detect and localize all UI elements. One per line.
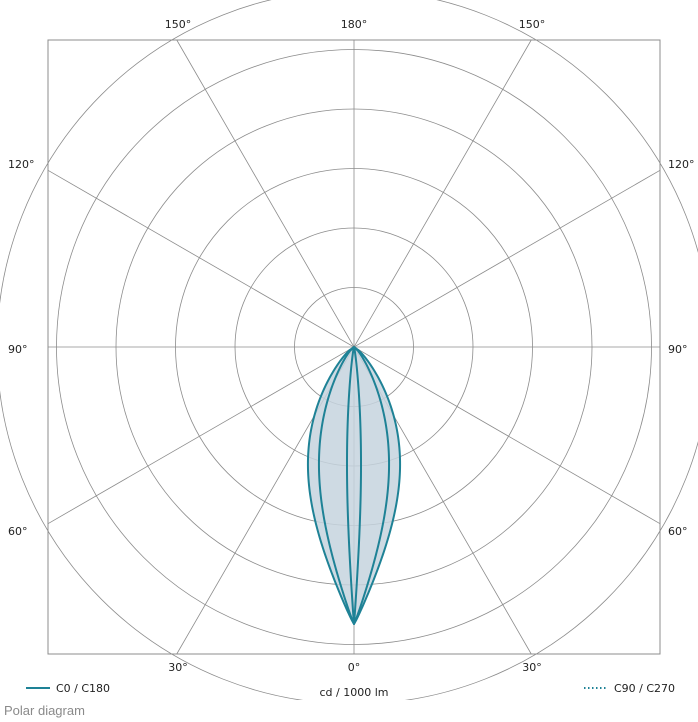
angle-label-bottom-center: 0° — [348, 661, 361, 674]
legend-label-c90-c270: C90 / C270 — [614, 682, 675, 695]
angle-label-left-middle: 90° — [8, 343, 28, 356]
angle-label-top-right: 150° — [519, 18, 546, 31]
legend-label-c0-c180: C0 / C180 — [56, 682, 110, 695]
angle-label-bottom-right: 30° — [522, 661, 542, 674]
angle-label-left-upper: 120° — [8, 158, 35, 171]
intensity-curves — [306, 346, 402, 625]
angle-label-top-left: 150° — [165, 18, 192, 31]
intensity-curve-narrow — [345, 346, 363, 625]
polar-diagram: 150° 180° 150° 120° 90° 60° 120° 90° 60°… — [0, 0, 698, 700]
angle-label-right-lower: 60° — [668, 525, 688, 538]
angle-label-right-upper: 120° — [668, 158, 695, 171]
unit-label: cd / 1000 lm — [320, 686, 389, 699]
angle-label-top-center: 180° — [341, 18, 368, 31]
angle-label-left-lower: 60° — [8, 525, 28, 538]
angle-label-right-middle: 90° — [668, 343, 688, 356]
figure-caption: Polar diagram — [4, 703, 85, 718]
angle-label-bottom-left: 30° — [168, 661, 188, 674]
